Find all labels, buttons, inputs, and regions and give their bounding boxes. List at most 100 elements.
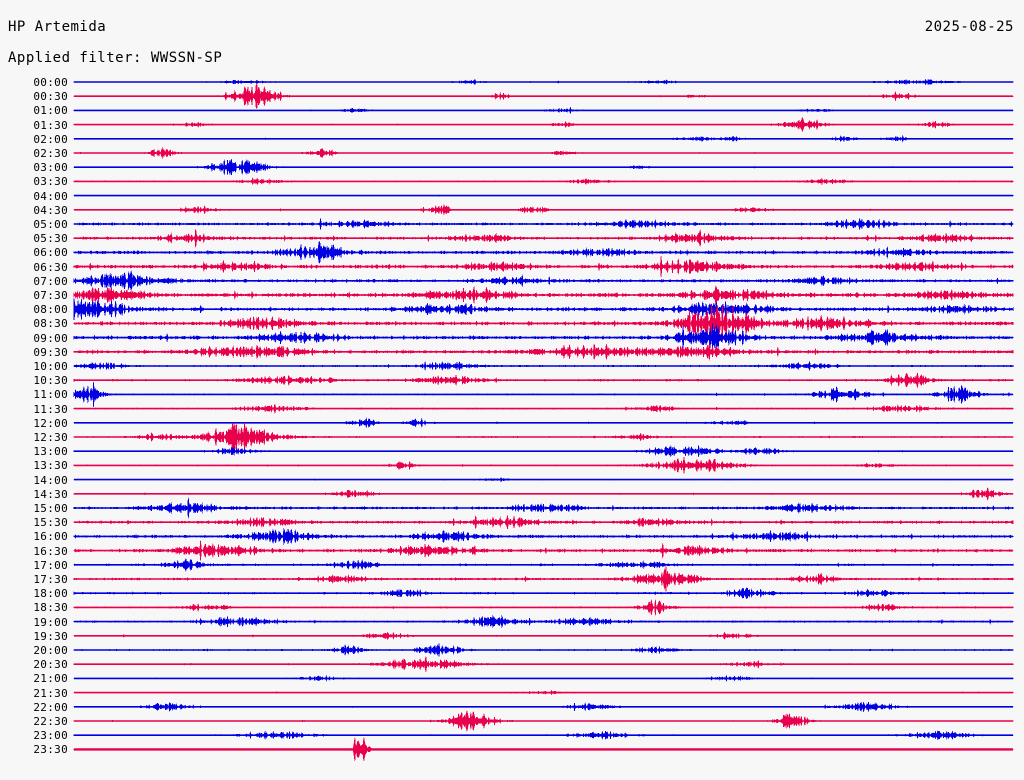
time-tick-label: 07:30 — [33, 289, 68, 302]
time-tick-label: 20:30 — [33, 658, 68, 672]
trace-row — [73, 134, 1014, 143]
trace-row — [73, 457, 1014, 474]
time-tick-label: 20:00 — [33, 644, 68, 657]
time-tick-label: 15:30 — [33, 516, 68, 530]
time-tick-label: 23:30 — [33, 743, 68, 757]
trace-row — [73, 587, 1014, 599]
time-tick-label: 05:30 — [33, 232, 68, 246]
time-tick-label: 16:00 — [33, 530, 68, 544]
time-tick-label: 10:00 — [33, 360, 68, 373]
trace-row — [73, 701, 1014, 713]
time-tick-label: 03:00 — [33, 161, 68, 175]
trace-row — [73, 177, 1014, 186]
time-tick-label: 06:00 — [33, 246, 68, 260]
time-tick-label: 15:00 — [33, 502, 68, 515]
trace-row — [73, 476, 1014, 483]
trace-row — [73, 730, 1014, 741]
time-tick-label: 00:30 — [33, 90, 68, 104]
time-tick-label: 11:00 — [33, 388, 68, 402]
time-tick-label: 14:00 — [33, 473, 68, 487]
trace-row — [73, 360, 1014, 372]
trace-row — [73, 417, 1014, 429]
trace-row — [73, 599, 1014, 616]
time-axis: 00:00 00:30 01:00 01:30 02:00 02:30 03:00 03:30… — [0, 76, 74, 778]
time-tick-label: 18:30 — [33, 601, 68, 615]
time-tick-label: 10:30 — [33, 374, 68, 388]
time-tick-label: 17:30 — [33, 573, 68, 586]
trace-row — [73, 298, 1014, 321]
time-tick-label: 08:30 — [33, 317, 68, 331]
time-tick-label: 04:30 — [33, 203, 68, 217]
time-tick-label: 17:00 — [33, 558, 68, 572]
time-tick-label: 06:30 — [33, 260, 68, 274]
time-tick-label: 01:30 — [33, 118, 68, 132]
time-tick-label: 21:00 — [33, 672, 68, 686]
trace-row — [73, 303, 1014, 344]
trace-row — [73, 737, 1014, 762]
time-tick-label: 08:00 — [33, 303, 68, 317]
trace-row — [73, 557, 1014, 572]
time-tick-label: 23:00 — [33, 729, 68, 743]
trace-row — [73, 444, 1014, 458]
trace-row — [73, 285, 1014, 305]
time-tick-label: 13:00 — [33, 445, 68, 459]
time-tick-label: 22:00 — [33, 700, 68, 714]
trace-row — [73, 614, 1014, 629]
trace-row — [73, 204, 1014, 215]
trace-row — [73, 217, 1014, 231]
time-tick-label: 19:00 — [33, 615, 68, 629]
trace-row — [73, 527, 1014, 546]
time-tick-label: 09:30 — [33, 345, 68, 359]
time-tick-label: 04:00 — [33, 189, 68, 203]
time-tick-label: 18:00 — [33, 587, 68, 601]
date-label: 2025-08-25 — [924, 19, 1014, 35]
time-tick-label: 02:00 — [33, 132, 68, 146]
trace-row — [73, 631, 1014, 640]
trace-row — [73, 515, 1014, 530]
time-tick-label: 14:30 — [33, 487, 68, 501]
trace-row — [73, 422, 1014, 452]
time-tick-label: 16:30 — [33, 544, 68, 558]
time-tick-label: 01:00 — [33, 104, 68, 118]
applied-filter-label: Applied filter: WWSSN-SP — [8, 50, 223, 66]
trace-row — [73, 487, 1014, 501]
trace-row — [73, 343, 1014, 361]
trace-row — [73, 194, 1014, 197]
time-tick-label: 02:30 — [33, 147, 68, 160]
trace-row — [73, 229, 1014, 248]
trace-row — [73, 82, 1014, 110]
trace-row — [73, 689, 1014, 696]
time-tick-label: 12:30 — [33, 431, 68, 444]
time-tick-label: 12:00 — [33, 416, 68, 430]
trace-row — [73, 710, 1014, 732]
trace-row — [73, 566, 1014, 592]
trace-row — [73, 403, 1014, 414]
trace-row — [73, 674, 1014, 683]
trace-row — [73, 270, 1014, 292]
trace-row — [73, 78, 1014, 86]
time-tick-label: 09:00 — [33, 331, 68, 345]
trace-row — [73, 323, 1014, 352]
page-title: HP Artemida — [8, 19, 107, 35]
trace-row — [73, 256, 1014, 277]
trace-row — [73, 497, 1014, 519]
time-tick-label: 21:30 — [33, 686, 68, 700]
trace-row — [73, 106, 1014, 115]
trace-row — [73, 643, 1014, 657]
trace-row — [73, 656, 1014, 672]
trace-row — [73, 147, 1014, 159]
time-tick-label: 11:30 — [33, 402, 68, 416]
trace-row — [73, 241, 1014, 264]
time-tick-label: 05:00 — [33, 218, 68, 231]
trace-row — [73, 372, 1014, 388]
helicorder-plot: 00:00 00:30 01:00 01:30 02:00 02:30 03:00 03:30… — [0, 76, 1024, 778]
time-tick-label: 19:30 — [33, 629, 68, 643]
trace-row — [73, 381, 1014, 407]
time-tick-label: 22:30 — [33, 715, 68, 728]
time-tick-label: 03:30 — [33, 175, 68, 189]
time-tick-label: 07:00 — [33, 274, 68, 288]
trace-row — [73, 540, 1014, 561]
seismogram-traces — [73, 78, 1014, 762]
time-tick-label: 00:00 — [33, 76, 68, 89]
time-tick-label: 13:30 — [33, 459, 68, 473]
